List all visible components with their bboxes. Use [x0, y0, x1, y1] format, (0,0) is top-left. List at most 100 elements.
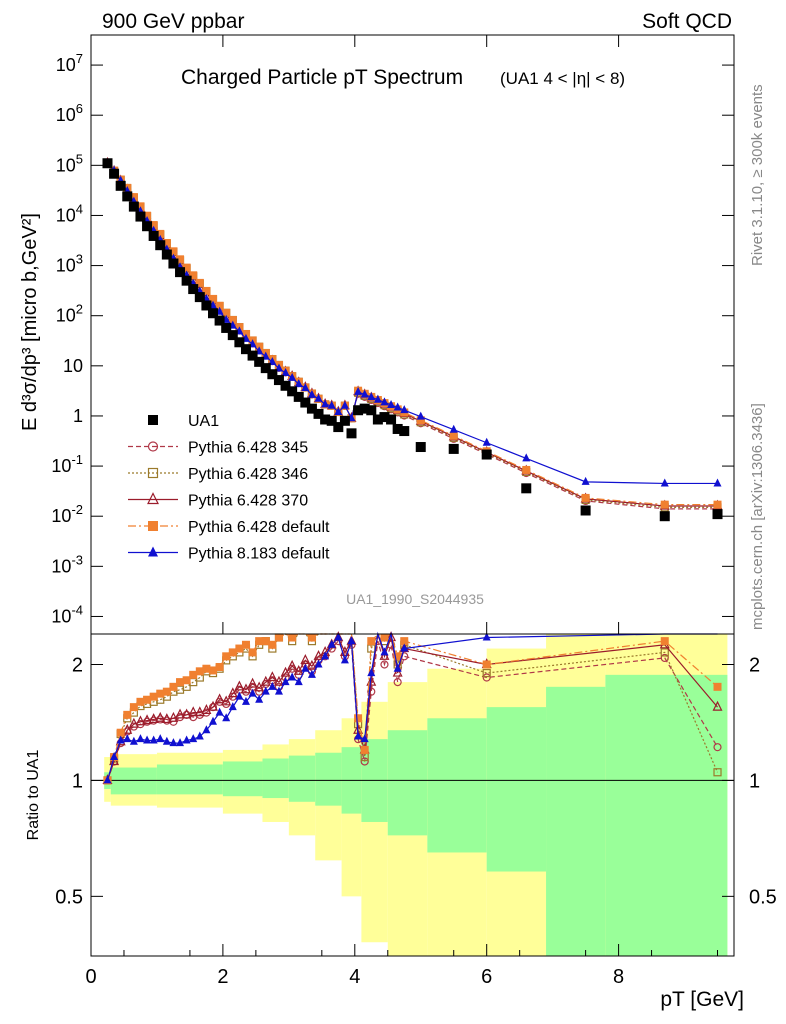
ratio-4-point-40	[367, 637, 376, 646]
ua1-point-25	[267, 369, 278, 380]
band-green-2	[156, 764, 223, 795]
legend-entry-4: Pythia 6.428 default	[128, 519, 330, 536]
ratio-3-point-8	[155, 711, 166, 722]
ratio-bands	[91, 634, 734, 956]
ratio-ytick-label-right-0.5: 0.5	[749, 886, 777, 908]
ua1-point-33	[320, 414, 331, 425]
series-5-point-31	[307, 389, 316, 398]
ua1-point-1	[109, 168, 120, 179]
legend-marker-0	[148, 415, 158, 425]
ua1-point-26	[273, 375, 284, 386]
ua1-point-19	[227, 330, 238, 341]
ratio-4-point-28	[288, 633, 297, 642]
series-4-point-12	[182, 263, 191, 272]
ratio-1-point-42	[380, 660, 389, 669]
ua1-point-20	[234, 337, 245, 348]
ua1-point-32	[313, 408, 324, 419]
ua1-point-38	[353, 405, 364, 416]
ratio-2-point-48	[713, 768, 722, 777]
legend-entry-1: Pythia 6.428 345	[128, 440, 308, 457]
y-tick-label-3: 103	[56, 252, 83, 276]
series-4-point-9	[162, 238, 171, 247]
ratio-4-point-19	[228, 648, 237, 657]
ratio-4-point-12	[182, 676, 191, 685]
series-line-1	[107, 162, 718, 510]
ua1-point-44	[392, 423, 403, 434]
ua1-point-42	[379, 412, 390, 423]
ratio-3-point-11	[175, 708, 186, 719]
ratio-4-point-9	[162, 687, 171, 696]
ratio-5-point-29	[294, 677, 303, 686]
ratio-5-point-35	[334, 632, 343, 641]
ratio-4-point-15	[202, 664, 211, 673]
ratio-4-point-24	[261, 637, 270, 646]
ua1-point-10	[168, 258, 179, 269]
ua1-point-28	[287, 386, 298, 397]
series-4-point-52	[713, 500, 722, 509]
ua1-point-23	[254, 356, 265, 367]
ratio-5-point-1	[110, 752, 119, 761]
series-5-point-46	[416, 411, 425, 420]
band-green-4	[262, 758, 289, 799]
y-tick-label--2: 10-2	[51, 502, 83, 526]
y-tick-label-2: 102	[56, 302, 83, 326]
band-green-11	[486, 707, 547, 872]
series-4-point-47	[449, 431, 458, 440]
ratio-3-point-27	[280, 666, 291, 677]
band-green-9	[387, 730, 428, 836]
ratio-series-4	[103, 633, 722, 785]
ratio-5-point-44	[393, 663, 402, 672]
ratio-1-point-46	[482, 673, 491, 682]
legend-entry-2: Pythia 6.428 346	[128, 466, 308, 483]
ua1-point-22	[247, 350, 258, 361]
band-green-13	[605, 674, 728, 956]
x-tick-label-6: 6	[481, 966, 492, 988]
band-green-12	[546, 686, 606, 956]
ua1-point-15	[201, 300, 212, 311]
series-5	[103, 158, 722, 487]
ratio-2-point-46	[482, 668, 491, 678]
x-tick-label-8: 8	[613, 966, 624, 988]
series-5-point-50	[581, 476, 590, 485]
legend-label-2: Pythia 6.428 346	[188, 466, 308, 483]
ratio-5-point-25	[268, 681, 277, 690]
ratio-ytick-label-right-1: 1	[749, 770, 760, 792]
ua1-point-31	[306, 403, 317, 414]
x-axis-label: pT [GeV]	[660, 988, 744, 1011]
series-5-point-32	[314, 393, 323, 402]
ratio-3-point-28	[287, 659, 298, 670]
series-4-point-10	[169, 247, 178, 256]
header-left: 900 GeV ppbar	[102, 10, 244, 33]
y-tick-label--1: 10-1	[51, 452, 83, 476]
ua1-point-40	[366, 405, 377, 416]
series-5-point-49	[522, 453, 531, 462]
series-5-point-33	[321, 399, 330, 408]
ratio-5-point-42	[380, 647, 389, 656]
ratio-4-point-38	[354, 714, 363, 723]
band-green-3	[222, 761, 263, 797]
series-4-point-18	[222, 308, 231, 317]
ua1-point-36	[339, 415, 350, 426]
ratio-4-point-13	[189, 670, 198, 679]
ratio-line-2	[106, 632, 719, 781]
ratio-5-point-6	[143, 735, 152, 744]
ua1-point-48	[481, 449, 492, 460]
ratio-ytick-label-0.5: 0.5	[55, 886, 83, 908]
ratio-4-point-21	[241, 640, 250, 649]
chart-subtitle: (UA1 4 < |η| < 8)	[500, 69, 625, 88]
series-5-point-44	[393, 402, 402, 411]
legend-entry-3: Pythia 6.428 370	[128, 492, 308, 510]
ratio-5-point-20	[235, 691, 244, 700]
ratio-5-point-33	[321, 651, 330, 660]
ua1-point-21	[240, 344, 251, 355]
series-5-point-34	[327, 400, 336, 409]
ua1-point-43	[386, 414, 397, 425]
ratio-5-point-4	[129, 736, 138, 745]
ratio-5-point-24	[261, 686, 270, 695]
ratio-plot-series	[102, 631, 723, 785]
series-5-point-28	[288, 372, 297, 381]
ratio-5-point-10	[169, 738, 178, 747]
y-tick-label-5: 105	[56, 151, 83, 175]
ratio-4-point-42	[380, 633, 389, 642]
